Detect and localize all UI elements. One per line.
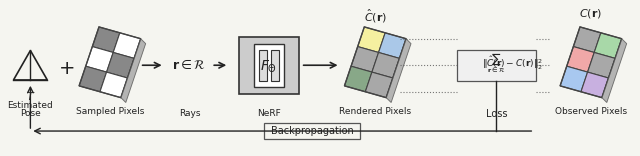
Polygon shape [107,52,134,78]
FancyBboxPatch shape [457,49,536,81]
Polygon shape [121,39,146,102]
Polygon shape [86,47,113,72]
Text: $F_{\Theta}$: $F_{\Theta}$ [260,59,278,75]
Text: Loss: Loss [486,109,508,119]
Text: Observed Pixels: Observed Pixels [555,107,627,117]
Polygon shape [379,33,406,58]
Text: Pose: Pose [20,109,41,118]
Text: $\|\hat{C}(\mathbf{r}) - C(\mathbf{r})\|_2^2$: $\|\hat{C}(\mathbf{r}) - C(\mathbf{r})\|… [482,55,543,72]
FancyBboxPatch shape [264,123,360,139]
Text: Backpropagation: Backpropagation [271,126,353,136]
Polygon shape [386,39,411,102]
Polygon shape [344,66,372,92]
Text: $T$: $T$ [26,90,35,102]
Polygon shape [372,52,399,78]
Polygon shape [358,27,385,52]
Polygon shape [351,47,379,72]
Polygon shape [573,27,601,52]
Polygon shape [567,47,594,72]
FancyBboxPatch shape [254,44,284,87]
FancyBboxPatch shape [239,37,299,94]
Polygon shape [588,52,615,78]
Polygon shape [560,66,588,92]
FancyBboxPatch shape [259,49,267,81]
Polygon shape [594,33,621,58]
Text: $\sum_{\mathbf{r} \in \mathcal{R}}$: $\sum_{\mathbf{r} \in \mathcal{R}}$ [488,51,506,75]
Text: Estimated: Estimated [8,101,53,110]
Text: $\hat{C}(\mathbf{r})$: $\hat{C}(\mathbf{r})$ [364,7,387,25]
Text: $C(\mathbf{r})$: $C(\mathbf{r})$ [579,7,602,20]
Text: NeRF: NeRF [257,109,281,118]
Polygon shape [581,72,609,98]
Polygon shape [113,33,141,58]
Text: Sampled Pixels: Sampled Pixels [76,107,144,117]
Polygon shape [602,39,627,102]
FancyBboxPatch shape [271,49,279,81]
Polygon shape [79,66,107,92]
Polygon shape [365,72,393,98]
Text: +: + [59,59,76,78]
Text: Rays: Rays [179,109,200,118]
Polygon shape [92,27,120,52]
Text: $\mathbf{r} \in \mathcal{R}$: $\mathbf{r} \in \mathcal{R}$ [172,58,207,72]
Polygon shape [100,72,127,98]
Text: Rendered Pixels: Rendered Pixels [339,107,412,117]
